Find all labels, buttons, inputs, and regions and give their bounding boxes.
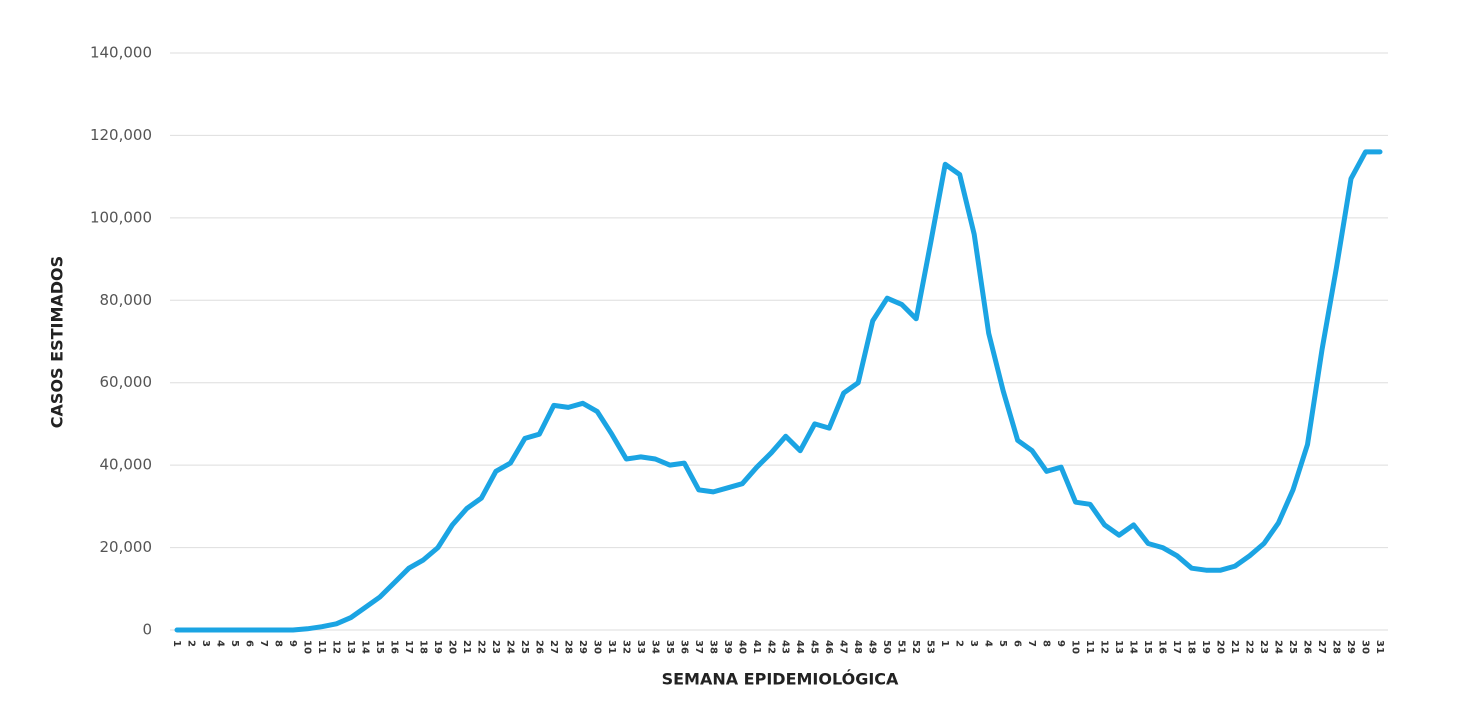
x-tick-label: 6	[243, 640, 254, 647]
x-tick-label: 18	[1186, 640, 1197, 654]
x-tick-label: 33	[635, 640, 646, 654]
x-tick-label: 31	[606, 640, 617, 654]
x-tick-label: 43	[780, 640, 791, 654]
x-tick-label: 28	[562, 640, 573, 654]
x-tick-label: 10	[301, 640, 312, 654]
x-tick-label: 6	[1012, 640, 1023, 647]
x-tick-label: 15	[374, 640, 385, 654]
x-tick-label: 16	[1157, 640, 1168, 654]
x-tick-label: 49	[867, 640, 878, 654]
x-tick-label: 4	[214, 640, 225, 647]
data-line	[174, 149, 1383, 633]
x-tick-label: 22	[1244, 640, 1255, 654]
x-tick-label: 22	[475, 640, 486, 654]
x-tick-label: 31	[1374, 640, 1385, 654]
x-tick-label: 12	[330, 640, 341, 654]
x-tick-label: 3	[200, 640, 211, 647]
x-tick-label: 3	[968, 640, 979, 647]
x-tick-label: 30	[1360, 640, 1371, 654]
x-tick-label: 53	[925, 640, 936, 654]
x-tick-label: 1	[939, 640, 950, 647]
x-tick-label: 7	[1026, 640, 1037, 647]
x-tick-label: 9	[1055, 640, 1066, 647]
x-tick-label: 37	[693, 640, 704, 654]
x-tick-label: 50	[881, 640, 892, 654]
x-tick-label: 28	[1331, 640, 1342, 654]
x-tick-label: 38	[707, 640, 718, 654]
x-tick-label: 8	[1041, 640, 1052, 647]
x-tick-label: 46	[823, 640, 834, 654]
y-tick-label: 40,000	[100, 456, 153, 474]
x-tick-label: 13	[1113, 640, 1124, 654]
x-tick-label: 4	[983, 640, 994, 647]
x-tick-label: 13	[345, 640, 356, 654]
x-tick-label: 23	[490, 640, 501, 654]
x-tick-label: 17	[1171, 640, 1182, 654]
y-tick-label: 60,000	[100, 373, 153, 391]
x-tick-label: 52	[910, 640, 921, 654]
x-tick-label: 42	[765, 640, 776, 654]
x-tick-label: 44	[794, 640, 805, 654]
x-tick-label: 25	[1287, 640, 1298, 654]
y-tick-label: 20,000	[100, 538, 153, 556]
y-tick-label: 140,000	[90, 44, 152, 62]
x-tick-label: 9	[287, 640, 298, 647]
x-tick-label: 34	[649, 640, 660, 654]
x-tick-label: 26	[533, 640, 544, 654]
x-tick-label: 7	[258, 640, 269, 647]
x-tick-label: 21	[1229, 640, 1240, 654]
x-tick-label: 25	[519, 640, 530, 654]
x-tick-label: 17	[403, 640, 414, 654]
x-tick-label: 48	[852, 640, 863, 654]
x-tick-label: 36	[678, 640, 689, 654]
x-tick-label: 40	[736, 640, 747, 654]
x-tick-label: 29	[577, 640, 588, 654]
x-tick-label: 14	[359, 640, 370, 654]
x-tick-label: 47	[838, 640, 849, 654]
y-tick-label: 120,000	[90, 126, 152, 144]
x-tick-label: 51	[896, 640, 907, 654]
x-tick-label: 2	[954, 640, 965, 647]
x-tick-label: 24	[504, 640, 515, 654]
x-tick-label: 14	[1128, 640, 1139, 654]
x-tick-label: 26	[1302, 640, 1313, 654]
x-tick-label: 8	[272, 640, 283, 647]
x-tick-label: 2	[185, 640, 196, 647]
x-tick-label: 35	[664, 640, 675, 654]
x-tick-label: 45	[809, 640, 820, 654]
x-tick-label: 30	[591, 640, 602, 654]
x-tick-label: 20	[1215, 640, 1226, 654]
x-tick-label: 10	[1070, 640, 1081, 654]
x-tick-label: 41	[751, 640, 762, 654]
x-tick-label: 1	[171, 640, 182, 647]
x-tick-label: 39	[722, 640, 733, 654]
x-tick-label: 12	[1099, 640, 1110, 654]
x-tick-label: 24	[1273, 640, 1284, 654]
x-tick-label: 23	[1258, 640, 1269, 654]
x-tick-label: 11	[316, 640, 327, 654]
x-tick-label: 27	[1316, 640, 1327, 654]
x-tick-label: 19	[1200, 640, 1211, 654]
x-tick-label: 11	[1084, 640, 1095, 654]
x-tick-label: 15	[1142, 640, 1153, 654]
x-tick-label: 21	[461, 640, 472, 654]
x-tick-label: 18	[417, 640, 428, 654]
x-tick-label: 27	[548, 640, 559, 654]
y-tick-label: 0	[142, 621, 152, 639]
x-tick-label: 20	[446, 640, 457, 654]
x-tick-label: 16	[388, 640, 399, 654]
x-tick-label: 32	[620, 640, 631, 654]
x-axis-title: SEMANA EPIDEMIOLÓGICA	[662, 670, 899, 689]
x-tick-label: 19	[432, 640, 443, 654]
x-tick-label: 5	[997, 640, 1008, 647]
x-tick-label: 29	[1345, 640, 1356, 654]
y-tick-label: 100,000	[90, 208, 152, 226]
y-tick-label: 80,000	[100, 291, 153, 309]
y-axis-title: CASOS ESTIMADOS	[48, 256, 67, 428]
x-tick-label: 5	[229, 640, 240, 647]
